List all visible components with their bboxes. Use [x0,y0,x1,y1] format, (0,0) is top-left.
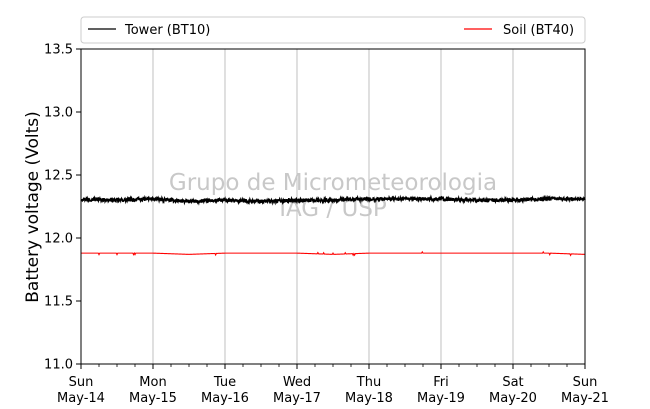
series-line-tower-bt10 [80,194,586,206]
x-tick-label-date: May-18 [345,391,393,406]
legend-label-tower: Tower (BT10) [124,23,210,38]
y-axis-title: Battery voltage (Volts) [23,111,43,302]
y-tick-label: 12.5 [44,169,73,184]
x-tick-label-date: May-21 [561,391,609,406]
x-tick-label-date: May-15 [129,391,177,406]
x-axis-ticks: SunMay-14MonMay-15TueMay-16WedMay-17ThuM… [57,364,609,406]
x-tick-label-day: Sun [573,375,598,390]
x-tick-label-day: Fri [433,375,449,390]
x-tick-label-date: May-17 [273,391,321,406]
x-tick-label-day: Wed [283,375,311,390]
x-tick-label-day: Sat [502,375,523,390]
legend-label-soil: Soil (BT40) [503,23,574,38]
y-axis-ticks: 11.0 11.5 12.0 12.5 13.0 13.5 [44,43,81,373]
series-lines [80,194,586,257]
legend: Tower (BT10) Soil (BT40) [80,16,586,44]
x-tick-label-day: Thu [356,375,381,390]
x-tick-label-date: May-19 [417,391,465,406]
x-tick-label-date: May-16 [201,391,249,406]
y-tick-label: 13.0 [44,106,73,121]
y-tick-label: 11.5 [44,295,73,310]
watermark: Grupo de Micrometeorologia IAG / USP [169,170,497,222]
y-tick-label: 12.0 [44,232,73,247]
x-tick-label-date: May-20 [489,391,537,406]
series-line-soil-bt40 [81,250,586,257]
x-tick-label-day: Tue [213,375,236,390]
y-tick-label: 11.0 [44,358,73,373]
x-tick-label-date: May-14 [57,391,105,406]
grid-lines [152,49,514,364]
x-tick-label-day: Sun [69,375,94,390]
legend-box [80,16,586,44]
x-tick-label-day: Mon [139,375,166,390]
y-tick-label: 13.5 [44,43,73,58]
watermark-line-1: Grupo de Micrometeorologia [169,170,497,196]
